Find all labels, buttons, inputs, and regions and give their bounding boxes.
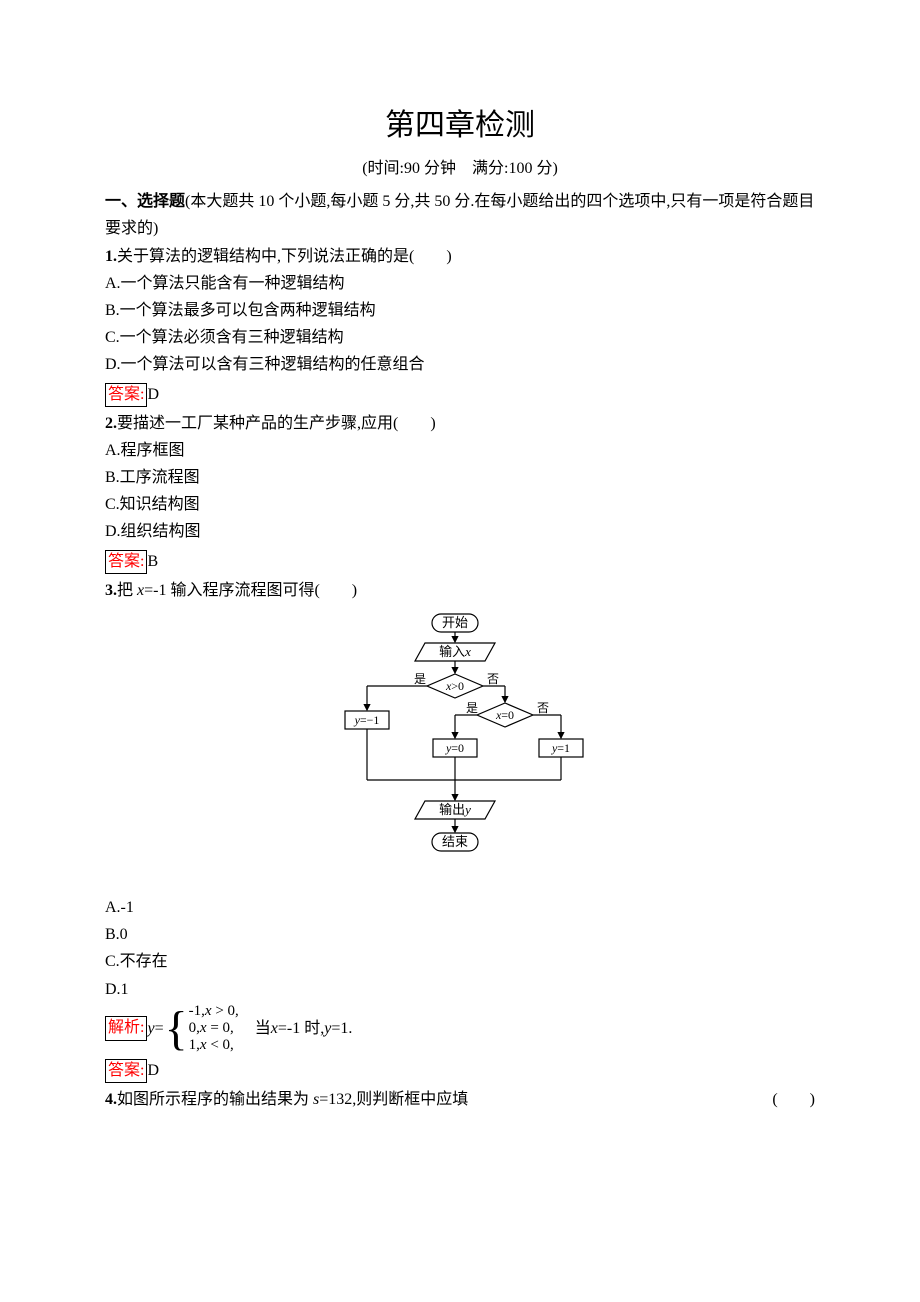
case3-b: x	[200, 1037, 207, 1053]
case1-a: -1,	[189, 1003, 205, 1019]
q3-explain-eq: =	[155, 1015, 164, 1042]
case1-c: > 0,	[212, 1003, 239, 1019]
svg-text:输出y: 输出y	[439, 802, 471, 817]
q3-tail-3: =1.	[331, 1015, 352, 1042]
q2-option-a: A.程序框图	[105, 437, 815, 464]
svg-text:x=0: x=0	[495, 708, 514, 722]
q1-option-b: B.一个算法最多可以包含两种逻辑结构	[105, 297, 815, 324]
section-heading: 一、选择题(本大题共 10 个小题,每小题 5 分,共 50 分.在每小题给出的…	[105, 188, 815, 242]
answer-label: 答案:	[105, 550, 147, 574]
explain-label: 解析:	[105, 1016, 147, 1040]
q3-option-c: C.不存在	[105, 948, 815, 975]
case2-c: = 0,	[207, 1020, 234, 1036]
q2-number: 2.	[105, 415, 117, 432]
flow-end: 结束	[442, 834, 468, 849]
answer-label: 答案:	[105, 383, 147, 407]
left-brace-icon: {	[165, 1005, 188, 1053]
answer-label: 答案:	[105, 1059, 147, 1083]
q3-explain-yvar: y	[147, 1015, 154, 1042]
q3-tail-1: 当	[239, 1015, 271, 1042]
q3-answer: D	[147, 1062, 159, 1079]
question-1: 1.关于算法的逻辑结构中,下列说法正确的是( ) A.一个算法只能含有一种逻辑结…	[105, 243, 815, 408]
page-subtitle: (时间:90 分钟 满分:100 分)	[105, 155, 815, 182]
q1-option-c: C.一个算法必须含有三种逻辑结构	[105, 324, 815, 351]
q4-number: 4.	[105, 1091, 117, 1108]
q2-option-d: D.组织结构图	[105, 518, 815, 545]
svg-text:输入x: 输入x	[439, 644, 471, 659]
flow-yes-1: 是	[414, 672, 426, 686]
flow-output-pre: 输出	[439, 802, 465, 817]
q3-tail-2: =-1 时,	[278, 1015, 324, 1042]
flow-no-1: 否	[487, 672, 499, 686]
question-2: 2.要描述一工厂某种产品的生产步骤,应用( ) A.程序框图 B.工序流程图 C…	[105, 410, 815, 575]
q1-option-d: D.一个算法可以含有三种逻辑结构的任意组合	[105, 351, 815, 378]
piecewise-function: { -1,x > 0, 0,x = 0, 1,x < 0,	[164, 1003, 239, 1055]
q3-explain: 解析: y = { -1,x > 0, 0,x = 0, 1,x < 0, 当x…	[105, 1003, 815, 1055]
svg-text:y=1: y=1	[551, 741, 570, 755]
case3-c: < 0,	[207, 1037, 234, 1053]
flow-output-var: y	[463, 802, 471, 817]
q2-answer: B	[147, 553, 158, 570]
case3-a: 1,	[189, 1037, 200, 1053]
q4-stem-pre: 如图所示程序的输出结果为	[117, 1091, 313, 1108]
q4-stem-post: =132,则判断框中应填	[319, 1091, 468, 1108]
q2-option-c: C.知识结构图	[105, 491, 815, 518]
q1-option-a: A.一个算法只能含有一种逻辑结构	[105, 270, 815, 297]
q1-stem: 关于算法的逻辑结构中,下列说法正确的是( )	[117, 248, 452, 265]
page-title: 第四章检测	[105, 100, 815, 151]
q2-stem: 要描述一工厂某种产品的生产步骤,应用( )	[117, 415, 436, 432]
case2-b: x	[200, 1020, 207, 1036]
svg-text:x>0: x>0	[445, 679, 464, 693]
svg-text:y=0: y=0	[445, 741, 464, 755]
flow-yes-2: 是	[466, 701, 478, 715]
q3-option-a: A.-1	[105, 894, 815, 921]
q1-answer: D	[147, 386, 159, 403]
flow-cond1-op: >0	[451, 679, 464, 693]
section-heading-bold: 一、选择题	[105, 193, 185, 210]
q1-number: 1.	[105, 248, 117, 265]
q4-paren: ( )	[772, 1086, 815, 1113]
q2-option-b: B.工序流程图	[105, 464, 815, 491]
q3-option-d: D.1	[105, 976, 815, 1003]
question-3: 3.把 x=-1 输入程序流程图可得( ) 开始 输入x x>0 是 y=−1	[105, 577, 815, 1084]
flow-cond2-op: =0	[501, 708, 514, 722]
q3-number: 3.	[105, 582, 117, 599]
section-heading-rest: (本大题共 10 个小题,每小题 5 分,共 50 分.在每小题给出的四个选项中…	[105, 193, 814, 237]
q3-stem-post: =-1 输入程序流程图可得( )	[144, 582, 357, 599]
q3-stem-pre: 把	[117, 582, 137, 599]
flow-no-2: 否	[537, 701, 549, 715]
q3-option-b: B.0	[105, 921, 815, 948]
flow-b1-val: =−1	[360, 713, 380, 727]
flow-input-pre: 输入	[439, 644, 465, 659]
question-4: 4.如图所示程序的输出结果为 s=132,则判断框中应填 ( )	[105, 1086, 815, 1113]
case2-a: 0,	[189, 1020, 200, 1036]
flow-start: 开始	[442, 615, 468, 630]
flow-b3-val: =1	[557, 741, 570, 755]
q3-flowchart: 开始 输入x x>0 是 y=−1 否 x=0 是	[325, 610, 595, 870]
svg-text:y=−1: y=−1	[354, 713, 380, 727]
q3-tail-x: x	[271, 1015, 278, 1042]
case1-b: x	[205, 1003, 212, 1019]
flow-input-var: x	[464, 644, 471, 659]
q3-tail-y: y	[324, 1015, 331, 1042]
flow-b2-val: =0	[451, 741, 464, 755]
